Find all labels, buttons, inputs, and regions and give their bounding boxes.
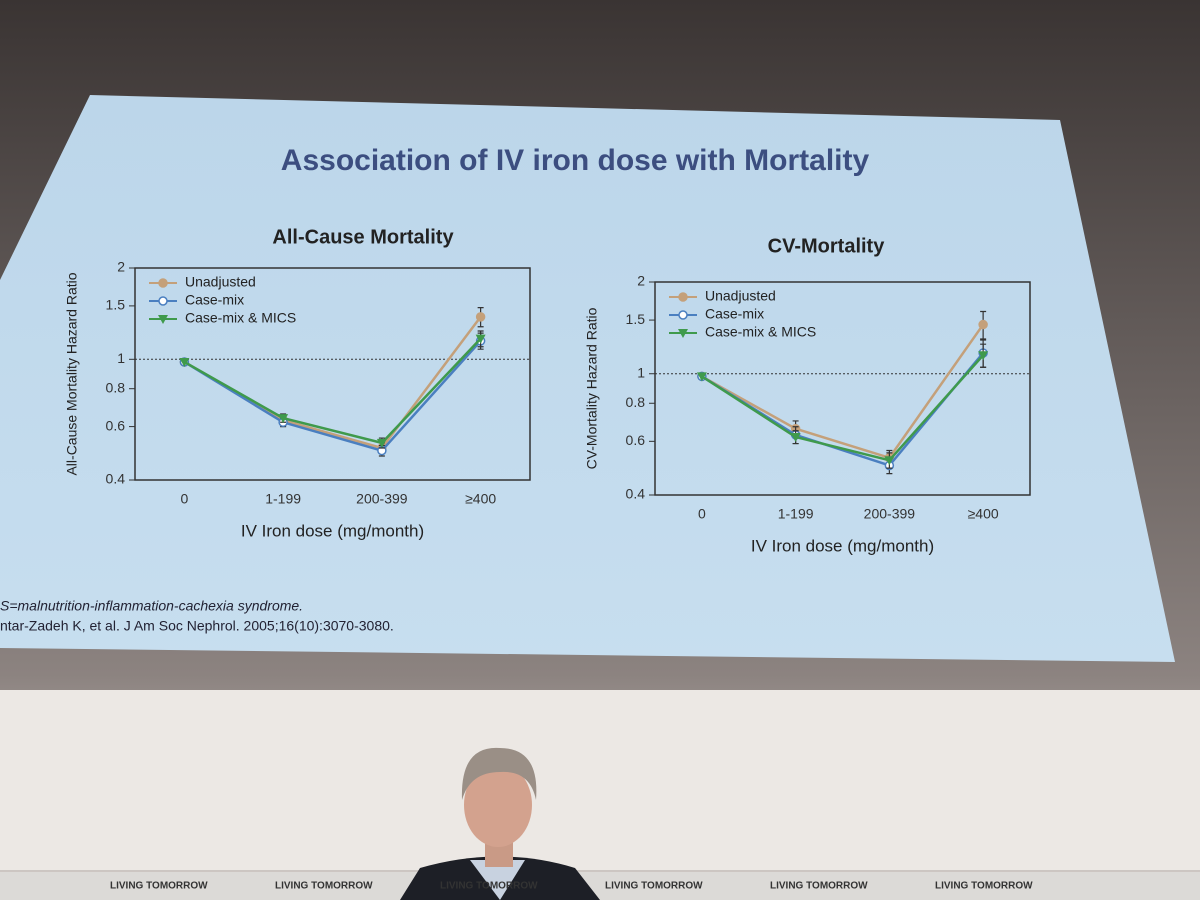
legend-label: Case-mix & MICS [705, 324, 816, 340]
chart: CV-Mortality 0.4 0.6 0.8 1 1.5 2 0 1-199 200-399 ≥… [584, 235, 1031, 555]
x-axis-label: IV Iron dose (mg/month) [751, 536, 934, 555]
y-axis-label: All-Cause Mortality Hazard Ratio [64, 272, 80, 475]
chart-title: All-Cause Mortality [272, 226, 454, 248]
speaker [400, 747, 600, 900]
banner-text: LIVING TOMORROW [605, 881, 703, 892]
banner-text: LIVING TOMORROW [275, 881, 373, 892]
banner-text: LIVING TOMORROW [440, 881, 538, 892]
banner-text: LIVING TOMORROW [110, 881, 208, 892]
marker [475, 312, 486, 322]
legend-marker [158, 278, 168, 288]
legend-marker [678, 292, 688, 302]
x-tick-label: 1-199 [265, 491, 301, 507]
banner-text: LIVING TOMORROW [770, 881, 868, 892]
series-line [701, 354, 985, 462]
y-tick-label: 2 [117, 259, 125, 275]
y-tick-label: 0.6 [106, 417, 126, 433]
y-tick-label: 2 [637, 273, 645, 289]
legend-marker [678, 310, 688, 320]
series-line [701, 323, 985, 460]
shirt [470, 860, 525, 900]
banner-text: LIVING TOMORROW [935, 881, 1033, 892]
face [464, 763, 532, 847]
x-tick-label: 200-399 [356, 491, 408, 507]
legend-marker [158, 296, 168, 306]
hair [461, 747, 537, 800]
banner-strip [0, 872, 1200, 900]
legend-label: Case-mix [705, 306, 764, 322]
y-tick-label: 1.5 [626, 311, 646, 327]
legend-label: Case-mix [185, 292, 244, 308]
legend-marker [678, 329, 688, 338]
footnote: S=malnutrition-inflammation-cachexia syn… [0, 598, 303, 614]
marker [978, 319, 988, 330]
slide-title: Association of IV iron dose with Mortali… [281, 144, 870, 177]
marker [179, 357, 190, 367]
marker [696, 372, 707, 382]
y-axis-label: CV-Mortality Hazard Ratio [584, 307, 600, 469]
marker [376, 438, 387, 448]
plot-frame [654, 281, 1031, 496]
y-tick-label: 0.4 [106, 471, 126, 487]
legend-label: Case-mix & MICS [185, 310, 296, 326]
x-tick-label: ≥400 [465, 491, 496, 507]
legend-marker [158, 315, 168, 324]
y-tick-label: 0.8 [106, 379, 126, 395]
legend-label: Unadjusted [705, 288, 776, 304]
legend-label: Unadjusted [185, 274, 256, 290]
x-tick-label: 0 [180, 491, 188, 507]
slide [0, 95, 1175, 662]
plot-frame [134, 267, 531, 481]
series-line [183, 340, 482, 453]
marker [278, 414, 289, 424]
y-tick-label: 1.5 [106, 297, 126, 313]
footnote: ntar-Zadeh K, et al. J Am Soc Nephrol. 2… [0, 618, 394, 634]
x-tick-label: 0 [698, 506, 706, 522]
y-tick-label: 0.8 [626, 394, 646, 410]
chart: All-Cause Mortality 0.4 0.6 0.8 1 1.5 2 0 1-199 2… [64, 226, 531, 540]
stage-wall [0, 690, 1200, 870]
marker [790, 432, 801, 442]
series-line [183, 337, 482, 445]
marker [884, 456, 895, 466]
x-tick-label: 1-199 [778, 506, 814, 522]
x-tick-label: 200-399 [864, 506, 916, 522]
marker [475, 334, 486, 344]
y-tick-label: 1 [637, 364, 645, 380]
y-tick-label: 0.4 [626, 486, 646, 502]
x-axis-label: IV Iron dose (mg/month) [241, 521, 424, 540]
y-tick-label: 0.6 [626, 432, 646, 448]
marker [978, 351, 989, 361]
x-tick-label: ≥400 [968, 506, 999, 522]
y-tick-label: 1 [117, 350, 125, 366]
chart-title: CV-Mortality [768, 235, 886, 257]
